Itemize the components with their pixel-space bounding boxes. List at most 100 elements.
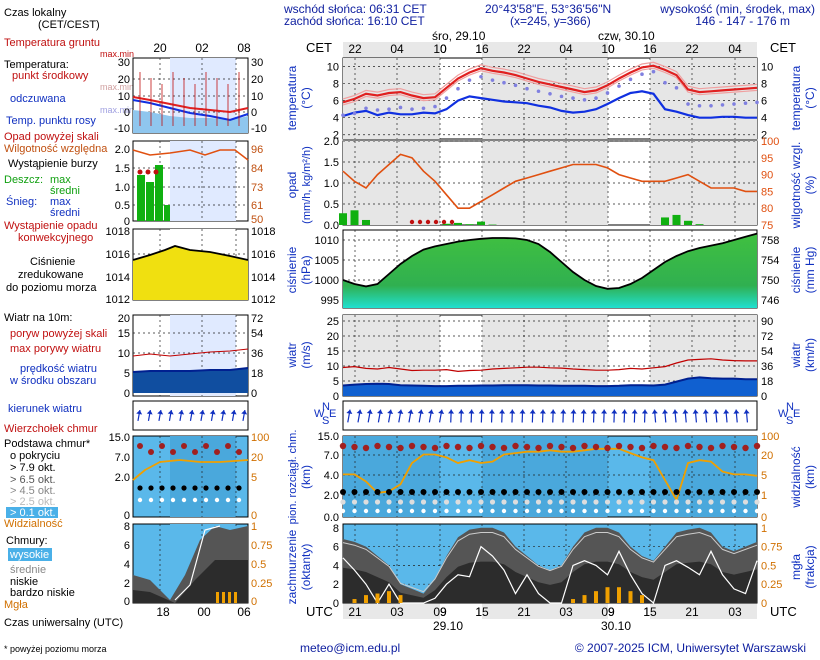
legend-okt45: > 4.5 okt.: [10, 485, 56, 497]
small-cloudbase-dot-7: [214, 485, 220, 491]
perceived-point-19: [559, 94, 564, 99]
precip-bar-28: [661, 217, 669, 225]
cloud-base-white-10: [455, 508, 461, 514]
cet-tick-top-7: 16: [643, 42, 657, 56]
wind-arrow-5: [397, 409, 404, 423]
pressure-series: [342, 232, 758, 290]
cloud-top-dot-24: [615, 442, 623, 450]
cloud-top-dot-32: [707, 444, 715, 452]
small-wind-left-tick-3: 5: [124, 368, 130, 380]
wind-right-title: wiatr: [789, 342, 803, 368]
small-pressure-area: [133, 246, 248, 300]
temp-right-title: temperatura: [789, 65, 803, 130]
small-dir-arrow-head-2: [157, 410, 164, 415]
pres-panel-right-tick-3: 746: [761, 295, 779, 307]
small-cloudbase-white-7: [214, 497, 220, 503]
wind-arrow-head-11: [458, 409, 465, 414]
utc-tick-top-3: 15: [475, 605, 489, 619]
legend-column: Czas lokalny (CET/CEST) Temperatura grun…: [4, 7, 134, 629]
legend-dewpoint: Temp. punktu rosy: [6, 115, 96, 127]
cloud-base-light-1: [351, 499, 358, 505]
small-dir-arrow-10: [241, 409, 248, 422]
wind-panel-right-tick-1: 72: [761, 331, 773, 343]
cloud-top-dot-20: [569, 444, 577, 452]
wind-arrow-head-37: [723, 409, 730, 414]
vis-panel-left-tick-1: 7.0: [324, 450, 339, 462]
wind-panel-left-tick-1: 20: [327, 331, 339, 343]
cloud-base-white-24: [616, 508, 622, 514]
fog-bar-5: [398, 595, 403, 603]
cloud-base-dark-21: [581, 489, 588, 495]
cloud-top-dot-31: [696, 443, 703, 451]
cloud-base-white-12: [478, 508, 484, 514]
small-vis-right-tick-0: 100: [251, 432, 269, 444]
cloud-base-light-18: [547, 499, 553, 505]
cloud-top-dot-36: [753, 442, 761, 450]
cloud-base-dark-4: [386, 489, 392, 495]
temp-max-line: [342, 61, 758, 100]
prec-panel-left-tick-4: 0.0: [324, 220, 339, 232]
small-temp-right-tick-3: 0: [251, 107, 257, 119]
wind-arrow-head-0: [346, 409, 353, 415]
utc-tick-top-2: 09: [433, 605, 447, 619]
wind-arrow-head-39: [743, 409, 750, 414]
cloud-base-light-28: [662, 499, 668, 505]
small-cloudbase-dot-9: [236, 485, 242, 491]
fog-bar-1: [352, 599, 357, 603]
small-cloudtop-dot-6: [203, 443, 209, 449]
cet-tick-top-4: 22: [517, 42, 531, 56]
wind-arrow-head-34: [692, 409, 699, 414]
legend-very-low: bardzo niskie: [10, 587, 75, 599]
precip-bar-10: [454, 222, 462, 225]
legend-pressure2: zredukowane: [18, 269, 83, 281]
cloud-base-light-34: [731, 499, 737, 505]
legend-temperature: Temperatura:: [4, 59, 69, 71]
perceived-point-3: [375, 108, 380, 112]
perceived-point-0: [341, 113, 345, 117]
perceived-point-27: [651, 69, 656, 74]
utc-right-label: UTC: [770, 604, 797, 619]
compass-n-right: N: [786, 401, 794, 413]
cloud-base-white-2: [363, 508, 369, 514]
cloud-top-dot-0: [339, 442, 347, 450]
fog-bar-25: [628, 591, 633, 603]
cloud-base-dark-15: [512, 489, 519, 495]
cloud-panel-left-tick-3: 2: [333, 579, 339, 591]
small-dir-arrow-4: [178, 409, 185, 422]
cloud-base-white-34: [731, 508, 737, 514]
dewpoint-series: [342, 90, 757, 119]
legend-wind-dir: kierunek wiatru: [8, 403, 82, 415]
legend-storm: Wystąpienie burzy: [8, 158, 98, 170]
small-vis-right-tick-2: 5: [251, 472, 257, 484]
cloud-base-dark-0: [340, 489, 346, 495]
legend-okt01: > 0.1 okt.: [10, 507, 56, 519]
small-cloudbase-white-3: [170, 497, 176, 503]
email-link[interactable]: meteo@icm.edu.pl: [300, 641, 400, 655]
prec-panel-right-tick-3: 85: [761, 186, 773, 198]
cloud-base-white-13: [490, 508, 495, 514]
cloud-base-white-19: [559, 508, 564, 514]
legend-fog: Mgła: [4, 599, 29, 611]
wind-arrow-head-30: [651, 409, 658, 414]
small-pres-right-tick-3: 1012: [251, 294, 275, 306]
utc-night-band-2: [650, 603, 757, 619]
perceived-point-28: [663, 80, 667, 85]
temp-panel-left-tick-1: 8: [333, 79, 339, 91]
temp-panel-left-tick-0: 10: [327, 62, 339, 74]
wind-arrow-head-35: [702, 409, 709, 414]
cloud-base-white-4: [386, 508, 392, 514]
cloud-base-white-22: [593, 508, 599, 514]
cet-tick-top-2: 10: [433, 42, 447, 56]
wind-arrow-head-32: [672, 409, 679, 414]
cloud-base-white-36: [754, 508, 760, 514]
wind-panel-right-tick-5: 0: [761, 391, 767, 403]
small-cloudtop-dot-0: [137, 443, 143, 449]
perceived-point-29: [674, 86, 679, 90]
cloud-mid-line: [342, 531, 758, 593]
cloud-base-light-11: [466, 499, 473, 505]
pres-left-unit: (hPa): [299, 255, 313, 284]
legend-perceived: odczuwana: [10, 93, 67, 105]
convective-dot-3: [433, 219, 439, 225]
perceived-point-36: [755, 100, 759, 105]
legend-okt01-swatch: [6, 507, 58, 518]
